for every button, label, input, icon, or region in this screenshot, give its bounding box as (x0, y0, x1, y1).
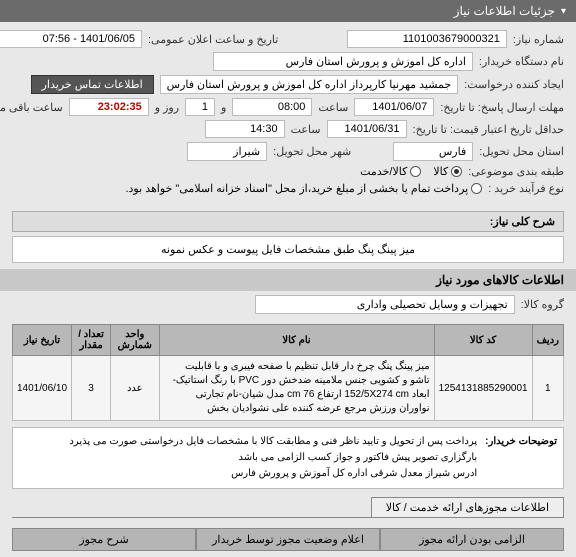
topic-label: طبقه بندی موضوعی: (468, 165, 564, 178)
table-header-row: ردیف کد کالا نام کالا واحد شمارش تعداد /… (13, 325, 564, 356)
time-label-2: ساعت (291, 123, 321, 136)
and-label: و (221, 101, 226, 114)
day-label: روز و (155, 101, 179, 114)
announce-label: تاریخ و ساعت اعلان عمومی: (148, 33, 278, 46)
bottom-c2: اعلام وضعیت مجوز توسط خریدار (196, 528, 380, 551)
topic-khadamat-label: کالا/خدمت (360, 165, 407, 178)
min-valid-label: حداقل تاریخ اعتبار قیمت: تا تاریخ: (413, 123, 564, 136)
topic-kala[interactable]: کالا (433, 165, 462, 178)
radio-on-icon (451, 166, 462, 177)
page-title: جزئیات اطلاعات نیاز (454, 4, 555, 18)
chevron-down-icon: ▾ (561, 6, 566, 17)
col-name: نام کالا (159, 325, 434, 356)
min-valid-time: 14:30 (205, 120, 285, 138)
bottom-c3: شرح مجوز (12, 528, 196, 551)
creator-value: جمشید مهرنیا کارپرداز اداره کل اموزش و پ… (160, 75, 459, 94)
contact-button[interactable]: اطلاعات تماس خریدار (31, 75, 154, 94)
buyer-value: اداره کل اموزش و پرورش استان فارس (213, 52, 473, 71)
desc-text: میز پینگ پنگ طبق مشخصات فایل پیوست و عکس… (12, 236, 564, 263)
col-unit: واحد شمارش (111, 325, 159, 356)
cell-name: میز پینگ پنگ چرخ دار قابل تنظیم با صفحه … (159, 356, 434, 421)
notes-label: توضیحات خریدار: (485, 434, 557, 482)
min-valid-date: 1401/06/31 (327, 120, 407, 138)
page-header: ▾ جزئیات اطلاعات نیاز (0, 0, 576, 22)
topic-kala-label: کالا (433, 165, 448, 178)
cell-unit: عدد (111, 356, 159, 421)
col-code: کد کالا (434, 325, 532, 356)
col-row: ردیف (532, 325, 563, 356)
remain-suffix: ساعت باقی مانده (0, 101, 63, 114)
cell-code: 1254131885290001 (434, 356, 532, 421)
remain-days: 1 (185, 98, 215, 116)
goods-header: اطلاعات کالاهای مورد نیاز (0, 269, 576, 291)
remain-time: 23:02:35 (69, 98, 149, 116)
deadline-label: مهلت ارسال پاسخ: تا تاریخ: (440, 101, 564, 114)
need-no-value: 1101003679000321 (347, 30, 507, 48)
desc-label-text: شرح کلی نیاز: (490, 216, 555, 228)
radio-off-icon (471, 183, 482, 194)
radio-off-icon (410, 166, 421, 177)
process-option[interactable]: پرداخت تمام یا بخشی از مبلغ خرید،از محل … (125, 182, 482, 195)
topic-radio-group: کالا کالا/خدمت (360, 165, 462, 178)
col-qty: تعداد / مقدار (72, 325, 111, 356)
buyer-label: نام دستگاه خریدار: (479, 55, 564, 68)
city-value: شیراز (187, 142, 267, 161)
time-label-1: ساعت (318, 101, 348, 114)
need-no-label: شماره نیاز: (513, 33, 564, 46)
group-label: گروه کالا: (521, 298, 564, 311)
province-label: استان محل تحویل: (479, 145, 564, 158)
deadline-date: 1401/06/07 (354, 98, 434, 116)
table-row[interactable]: 1 1254131885290001 میز پینگ پنگ چرخ دار … (13, 356, 564, 421)
deadline-time: 08:00 (232, 98, 312, 116)
bottom-bar: الزامی بودن ارائه مجوز اعلام وضعیت مجوز … (12, 528, 564, 551)
cell-date: 1401/06/10 (13, 356, 72, 421)
announce-value: 1401/06/05 - 07:56 (0, 30, 142, 48)
desc-label: شرح کلی نیاز: (12, 211, 564, 232)
process-label: نوع فرآیند خرید : (488, 182, 564, 195)
footer-tabs: اطلاعات مجوزهای ارائه خدمت / کالا (12, 497, 564, 518)
cell-idx: 1 (532, 356, 563, 421)
tab-permits[interactable]: اطلاعات مجوزهای ارائه خدمت / کالا (371, 497, 564, 517)
province-value: فارس (393, 142, 473, 161)
form-area: شماره نیاز: 1101003679000321 تاریخ و ساع… (0, 22, 576, 207)
process-option-label: پرداخت تمام یا بخشی از مبلغ خرید،از محل … (125, 182, 468, 195)
bottom-c1: الزامی بودن ارائه مجوز (380, 528, 564, 551)
creator-label: ایجاد کننده درخواست: (464, 78, 564, 91)
cell-qty: 3 (72, 356, 111, 421)
notes-text: پرداخت پس از تحویل و تایید ناظر فنی و مط… (69, 434, 477, 482)
col-date: تاریخ نیاز (13, 325, 72, 356)
group-value: تجهیزات و وسایل تحصیلی واداری (255, 295, 515, 314)
buyer-notes: توضیحات خریدار: پرداخت پس از تحویل و تای… (12, 427, 564, 489)
topic-khadamat[interactable]: کالا/خدمت (360, 165, 421, 178)
city-label: شهر محل تحویل: (273, 145, 351, 158)
goods-table: ردیف کد کالا نام کالا واحد شمارش تعداد /… (12, 324, 564, 421)
